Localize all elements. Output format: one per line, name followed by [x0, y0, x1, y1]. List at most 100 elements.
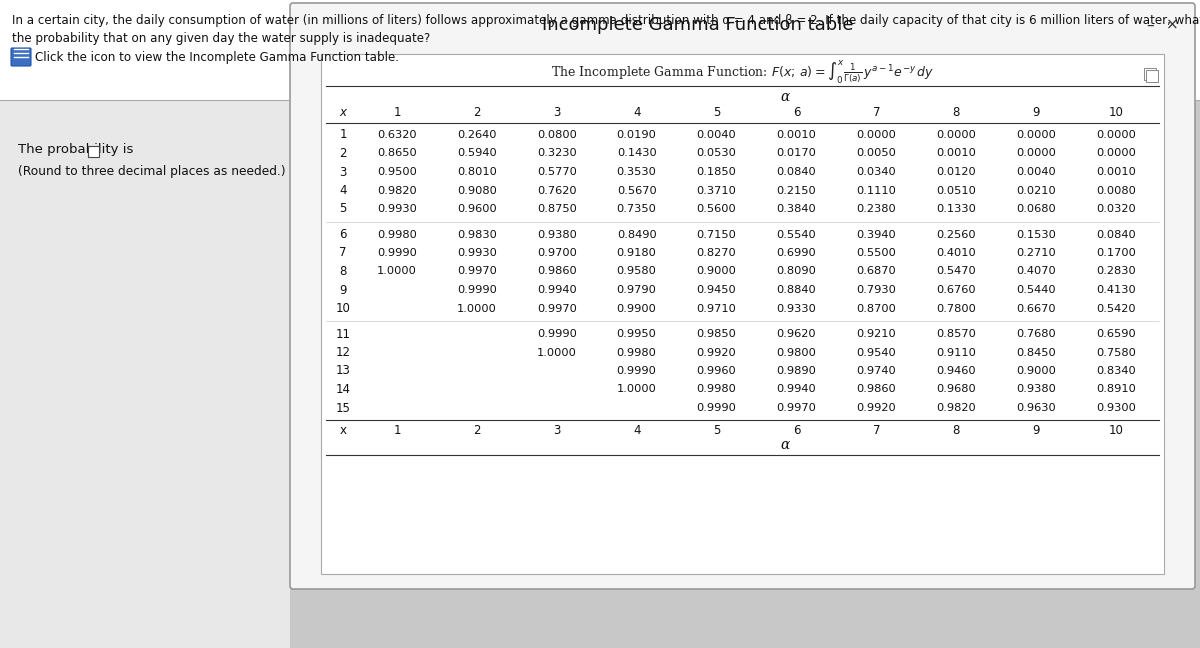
- Text: 0.1850: 0.1850: [697, 167, 737, 177]
- Text: ×: ×: [1165, 17, 1178, 32]
- Text: 0.8700: 0.8700: [857, 303, 896, 314]
- Text: 0.5420: 0.5420: [1097, 303, 1136, 314]
- Text: 0.2710: 0.2710: [1016, 248, 1056, 258]
- Text: 0.0040: 0.0040: [697, 130, 737, 140]
- Text: 0.9970: 0.9970: [457, 266, 497, 277]
- Text: 0.4010: 0.4010: [936, 248, 976, 258]
- Text: α: α: [780, 90, 790, 104]
- Text: The probability is: The probability is: [18, 143, 133, 157]
- Text: 0.9680: 0.9680: [936, 384, 976, 395]
- Text: 0.8910: 0.8910: [1096, 384, 1136, 395]
- Text: 0.9890: 0.9890: [776, 366, 816, 376]
- Text: 2: 2: [473, 106, 480, 119]
- Text: 9: 9: [1032, 106, 1040, 119]
- Text: 0.9450: 0.9450: [697, 285, 737, 295]
- Text: 0.8840: 0.8840: [776, 285, 816, 295]
- Text: 2: 2: [473, 424, 480, 437]
- Text: 0.8650: 0.8650: [377, 148, 416, 159]
- Bar: [296, 6, 1189, 44]
- Text: 0.9980: 0.9980: [377, 229, 416, 240]
- Text: 0.1110: 0.1110: [857, 185, 896, 196]
- Text: 0.9460: 0.9460: [936, 366, 976, 376]
- Text: 0.0800: 0.0800: [536, 130, 577, 140]
- Text: 0.2560: 0.2560: [936, 229, 976, 240]
- Text: 0.7800: 0.7800: [936, 303, 976, 314]
- Text: 1.0000: 1.0000: [377, 266, 416, 277]
- Text: 1: 1: [340, 128, 347, 141]
- Text: 0.0840: 0.0840: [776, 167, 816, 177]
- Text: 0.1700: 0.1700: [1096, 248, 1136, 258]
- Text: 0.9920: 0.9920: [697, 347, 737, 358]
- Text: 0.9740: 0.9740: [857, 366, 896, 376]
- Text: 0.9380: 0.9380: [536, 229, 577, 240]
- Text: 12: 12: [336, 346, 350, 359]
- Text: 0.9820: 0.9820: [936, 403, 976, 413]
- Text: 0.0040: 0.0040: [1016, 167, 1056, 177]
- Text: 4: 4: [340, 184, 347, 197]
- Text: 0.9790: 0.9790: [617, 285, 656, 295]
- Text: 0.7680: 0.7680: [1016, 329, 1056, 339]
- Text: 1.0000: 1.0000: [617, 384, 656, 395]
- Text: 0.7150: 0.7150: [697, 229, 737, 240]
- Text: 0.0010: 0.0010: [1096, 167, 1136, 177]
- Text: 0.9900: 0.9900: [617, 303, 656, 314]
- Text: 0.5470: 0.5470: [936, 266, 976, 277]
- Text: 0.9000: 0.9000: [1016, 366, 1056, 376]
- Text: 7: 7: [872, 424, 880, 437]
- Bar: [89, 146, 100, 157]
- Text: 0.2830: 0.2830: [1096, 266, 1136, 277]
- Bar: [0, 0, 1200, 100]
- Text: 0.9080: 0.9080: [457, 185, 497, 196]
- Text: 8: 8: [953, 424, 960, 437]
- Text: 5: 5: [340, 202, 347, 216]
- Text: 0.0530: 0.0530: [697, 148, 737, 159]
- Text: 0.9580: 0.9580: [617, 266, 656, 277]
- Text: 0.9540: 0.9540: [857, 347, 896, 358]
- Text: Incomplete Gamma Function table: Incomplete Gamma Function table: [542, 16, 853, 34]
- Text: 1.0000: 1.0000: [457, 303, 497, 314]
- Text: 0.9990: 0.9990: [536, 329, 577, 339]
- Text: x: x: [340, 106, 347, 119]
- Text: 0.9990: 0.9990: [617, 366, 656, 376]
- Text: 0.9860: 0.9860: [857, 384, 896, 395]
- Text: 0.7620: 0.7620: [536, 185, 576, 196]
- Text: 10: 10: [1109, 424, 1123, 437]
- Text: 0.0000: 0.0000: [1096, 130, 1136, 140]
- Text: 11: 11: [336, 327, 350, 340]
- Text: 0.9210: 0.9210: [857, 329, 896, 339]
- Text: 0.9000: 0.9000: [697, 266, 737, 277]
- Text: 9: 9: [340, 284, 347, 297]
- Text: 6: 6: [340, 228, 347, 241]
- Text: 0.9920: 0.9920: [857, 403, 896, 413]
- Text: 6: 6: [793, 106, 800, 119]
- Text: 0.0170: 0.0170: [776, 148, 816, 159]
- Text: Click the icon to view the Incomplete Gamma Function table.: Click the icon to view the Incomplete Ga…: [35, 51, 398, 64]
- FancyBboxPatch shape: [322, 54, 1164, 574]
- Text: 0.2150: 0.2150: [776, 185, 816, 196]
- Text: 8: 8: [340, 265, 347, 278]
- Text: 5: 5: [713, 424, 720, 437]
- Text: 0.0010: 0.0010: [776, 130, 816, 140]
- Text: 0.0080: 0.0080: [1096, 185, 1136, 196]
- Text: α: α: [780, 438, 790, 452]
- Text: 0.6990: 0.6990: [776, 248, 816, 258]
- Text: 0.6670: 0.6670: [1016, 303, 1056, 314]
- Text: 2: 2: [340, 147, 347, 160]
- Text: 0.2640: 0.2640: [457, 130, 497, 140]
- FancyBboxPatch shape: [290, 3, 1195, 589]
- Text: 0.9700: 0.9700: [536, 248, 577, 258]
- Text: 0.0210: 0.0210: [1016, 185, 1056, 196]
- Text: 0.9110: 0.9110: [936, 347, 976, 358]
- Bar: [1146, 70, 1158, 82]
- Text: 0.9850: 0.9850: [697, 329, 737, 339]
- Text: 0.9860: 0.9860: [536, 266, 577, 277]
- Text: 0.8570: 0.8570: [936, 329, 976, 339]
- Text: 0.9940: 0.9940: [536, 285, 577, 295]
- Text: 3: 3: [340, 165, 347, 178]
- Text: 0.8010: 0.8010: [457, 167, 497, 177]
- Text: 0.9800: 0.9800: [776, 347, 816, 358]
- FancyBboxPatch shape: [11, 48, 31, 66]
- Text: 0.8750: 0.8750: [536, 204, 577, 214]
- Text: 0.0050: 0.0050: [857, 148, 896, 159]
- Text: 0.9990: 0.9990: [457, 285, 497, 295]
